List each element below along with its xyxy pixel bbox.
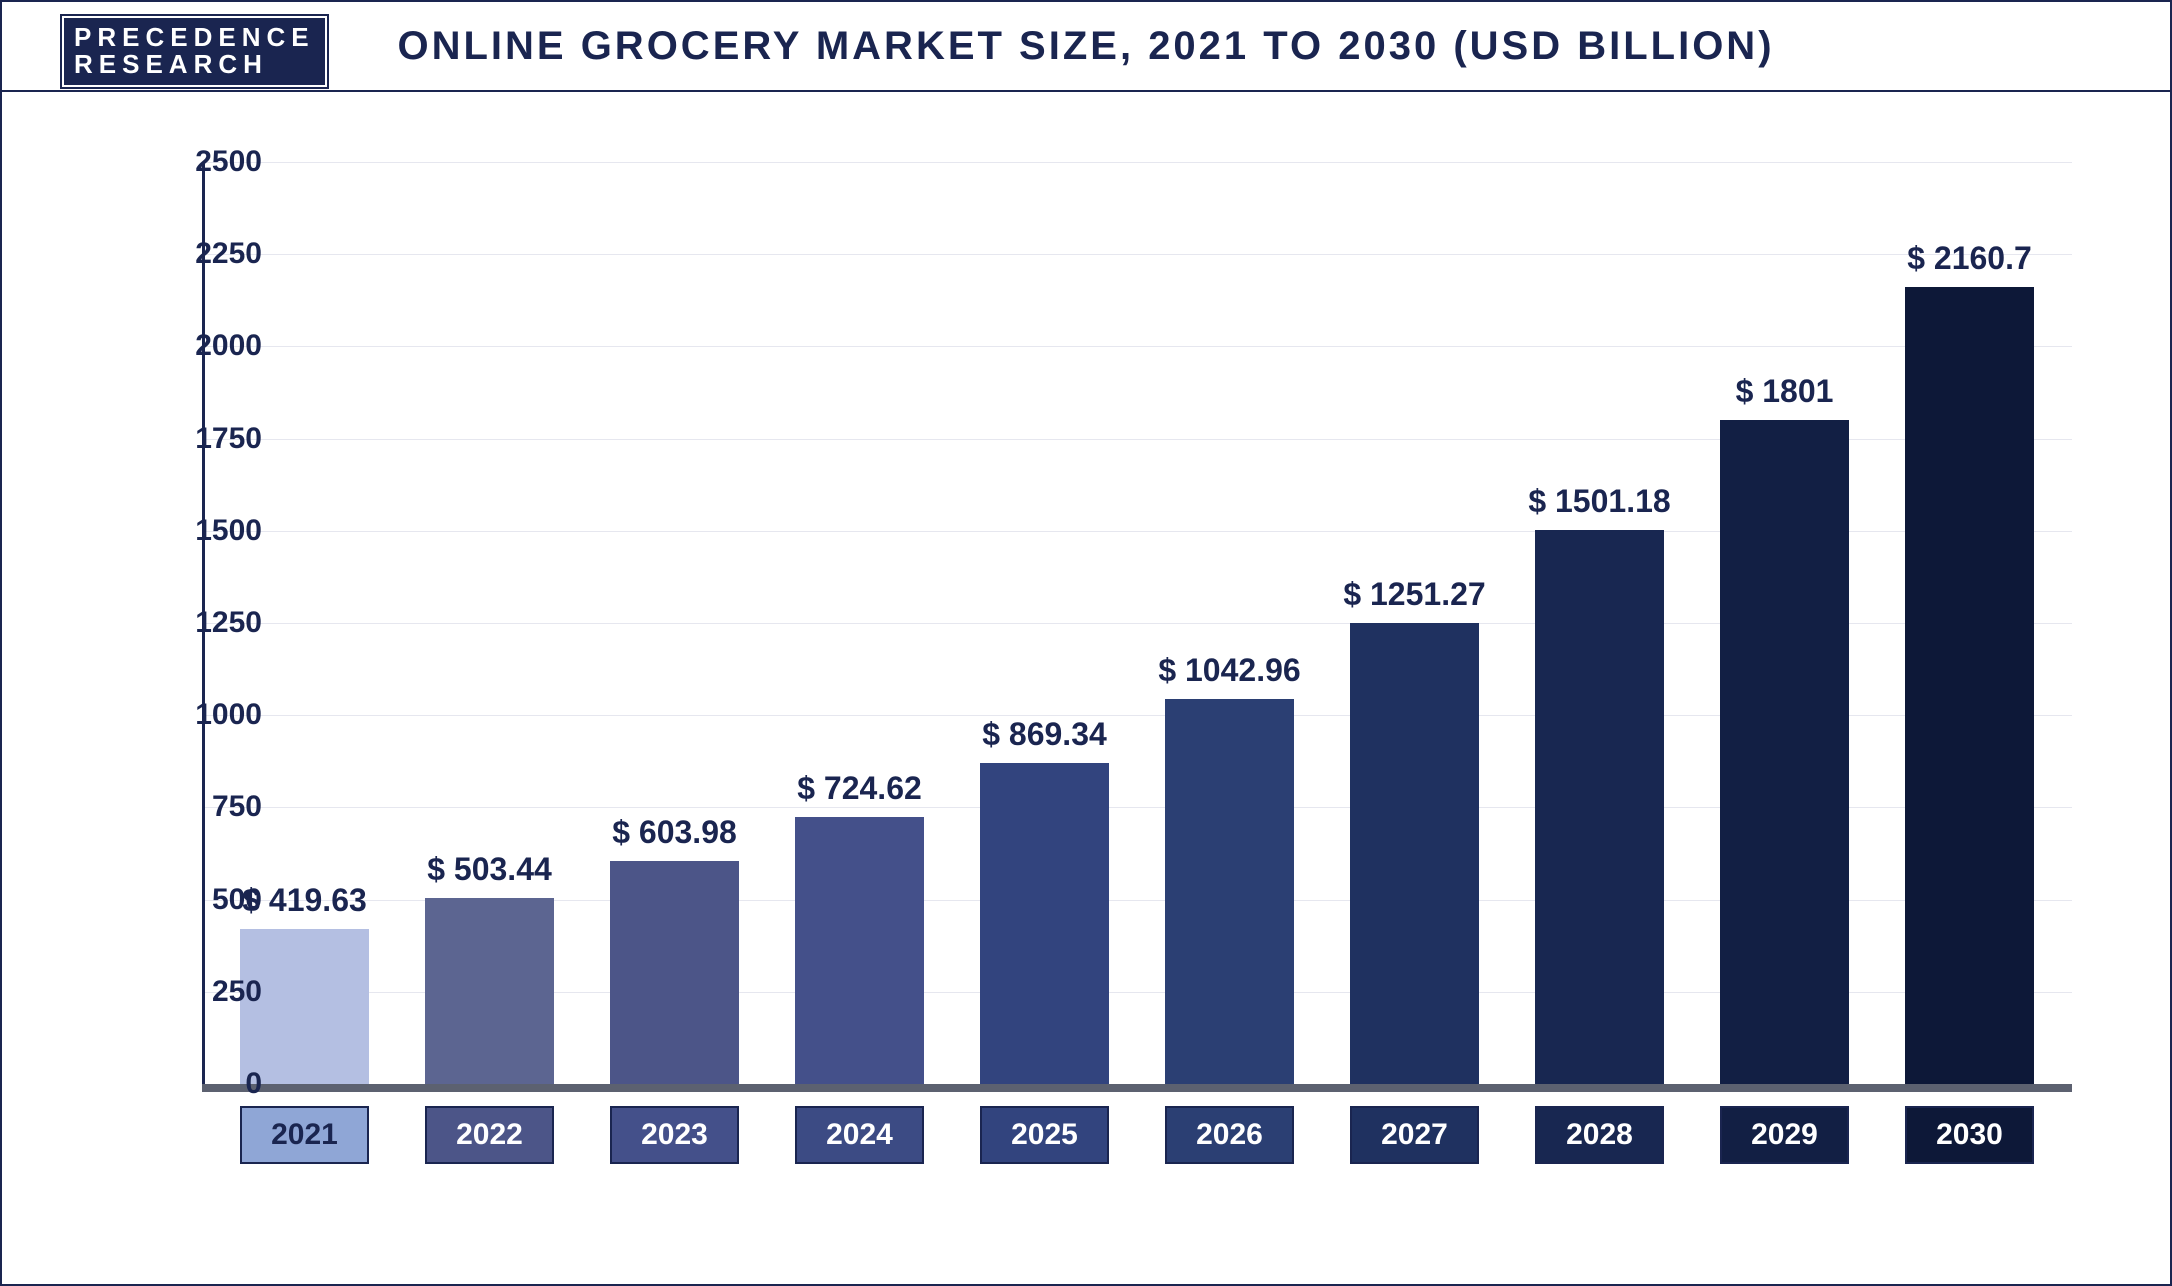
x-label-slot: 2023: [582, 1106, 767, 1164]
y-tick-label: 250: [122, 975, 262, 1009]
x-category-label: 2030: [1905, 1106, 2035, 1164]
bar-value-label: $ 724.62: [797, 770, 922, 807]
bar: [795, 817, 925, 1084]
x-label-slot: 2027: [1322, 1106, 1507, 1164]
bar: [425, 898, 555, 1084]
chart-header: PRECEDENCE RESEARCH ONLINE GROCERY MARKE…: [2, 2, 2170, 92]
y-tick-label: 750: [122, 790, 262, 824]
y-tick-label: 500: [122, 883, 262, 917]
x-category-label: 2022: [425, 1106, 555, 1164]
x-category-label: 2023: [610, 1106, 740, 1164]
bar-value-label: $ 503.44: [427, 851, 552, 888]
x-category-label: 2028: [1535, 1106, 1665, 1164]
bar-slot: $ 1042.96: [1137, 652, 1322, 1084]
brand-logo: PRECEDENCE RESEARCH: [62, 16, 327, 87]
bar-value-label: $ 603.98: [612, 814, 737, 851]
bar: [610, 861, 740, 1084]
x-category-label: 2025: [980, 1106, 1110, 1164]
bar: [1350, 623, 1480, 1084]
x-label-slot: 2026: [1137, 1106, 1322, 1164]
chart-title: ONLINE GROCERY MARKET SIZE, 2021 TO 2030…: [397, 24, 1774, 69]
bar-value-label: $ 1501.18: [1528, 483, 1670, 520]
x-category-label: 2029: [1720, 1106, 1850, 1164]
x-category-label: 2021: [240, 1106, 370, 1164]
bar-value-label: $ 869.34: [982, 716, 1107, 753]
logo-line-1: PRECEDENCE: [74, 24, 315, 51]
x-labels-row: 2021 2022 2023 2024 2025 2026 2027 2028 2029 2030: [202, 1106, 2072, 1164]
y-tick-label: 2500: [122, 145, 262, 179]
y-tick-label: 1750: [122, 422, 262, 456]
bar-slot: $ 603.98: [582, 814, 767, 1084]
bar-slot: $ 869.34: [952, 716, 1137, 1084]
bar-slot: $ 1801: [1692, 373, 1877, 1084]
y-tick-label: 1250: [122, 606, 262, 640]
y-tick-label: 1000: [122, 698, 262, 732]
bar-slot: $ 503.44: [397, 851, 582, 1084]
bar-slot: $ 1251.27: [1322, 576, 1507, 1084]
y-tick-label: 0: [122, 1067, 262, 1101]
bars-container: $ 419.63$ 503.44$ 603.98$ 724.62$ 869.34…: [202, 162, 2072, 1084]
x-label-slot: 2030: [1877, 1106, 2062, 1164]
plot-region: $ 419.63$ 503.44$ 603.98$ 724.62$ 869.34…: [202, 162, 2072, 1092]
bar-slot: $ 724.62: [767, 770, 952, 1084]
bar-slot: $ 2160.7: [1877, 240, 2062, 1084]
bar: [1905, 287, 2035, 1084]
x-label-slot: 2029: [1692, 1106, 1877, 1164]
bar: [980, 763, 1110, 1084]
y-tick-label: 2250: [122, 237, 262, 271]
x-label-slot: 2025: [952, 1106, 1137, 1164]
chart-frame: PRECEDENCE RESEARCH ONLINE GROCERY MARKE…: [0, 0, 2172, 1286]
bar-value-label: $ 1251.27: [1343, 576, 1485, 613]
bar-value-label: $ 1801: [1736, 373, 1834, 410]
logo-line-2: RESEARCH: [74, 51, 315, 78]
x-category-label: 2027: [1350, 1106, 1480, 1164]
x-label-slot: 2021: [212, 1106, 397, 1164]
x-label-slot: 2024: [767, 1106, 952, 1164]
chart-area: $ 419.63$ 503.44$ 603.98$ 724.62$ 869.34…: [132, 162, 2092, 1182]
x-label-slot: 2022: [397, 1106, 582, 1164]
x-label-slot: 2028: [1507, 1106, 1692, 1164]
x-category-label: 2026: [1165, 1106, 1295, 1164]
bar: [1165, 699, 1295, 1084]
bar-slot: $ 1501.18: [1507, 483, 1692, 1084]
y-tick-label: 2000: [122, 329, 262, 363]
bar: [1535, 530, 1665, 1084]
bar: [1720, 420, 1850, 1084]
y-tick-label: 1500: [122, 514, 262, 548]
bar-value-label: $ 2160.7: [1907, 240, 2032, 277]
x-axis: [202, 1084, 2072, 1092]
bar-value-label: $ 1042.96: [1158, 652, 1300, 689]
x-category-label: 2024: [795, 1106, 925, 1164]
